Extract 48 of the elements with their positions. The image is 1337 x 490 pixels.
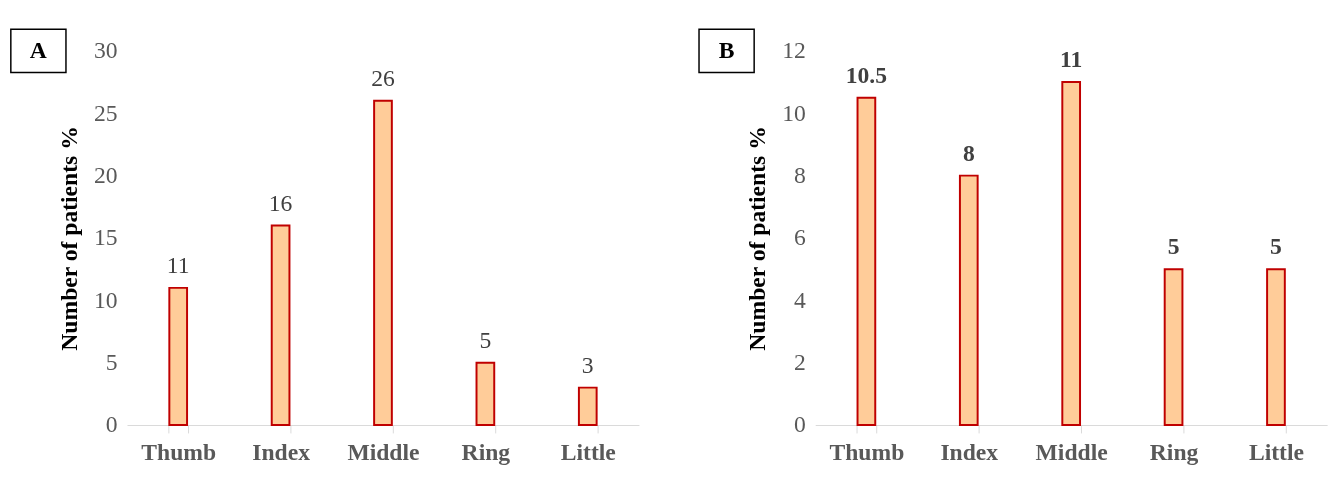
- x-tick-label: Middle: [1035, 438, 1108, 465]
- y-tick-label: 8: [794, 162, 806, 189]
- x-tick-label: Ring: [1149, 438, 1199, 465]
- y-tick-label: 0: [105, 411, 118, 438]
- data-label: 26: [371, 65, 395, 92]
- data-label: 5: [479, 326, 492, 353]
- data-label: 16: [268, 189, 293, 216]
- y-tick-label: 2: [794, 349, 806, 376]
- bar: [475, 361, 496, 427]
- data-label: 11: [166, 252, 190, 279]
- data-label: 5: [1270, 233, 1282, 260]
- data-label: 11: [1060, 46, 1083, 73]
- x-tick-label: Ring: [461, 438, 511, 465]
- bar: [168, 286, 189, 427]
- y-tick-label: 12: [782, 37, 806, 64]
- y-tick-label: 0: [794, 411, 806, 438]
- data-label: 5: [1167, 233, 1180, 260]
- y-axis-title: Number of patients %: [56, 126, 83, 351]
- chart-title: B: [718, 36, 735, 63]
- y-tick-label: 6: [794, 224, 807, 251]
- bar: [577, 386, 598, 427]
- x-tick-label: Thumb: [829, 438, 905, 465]
- bar: [373, 99, 393, 427]
- x-tick-label: Index: [252, 438, 311, 465]
- bar: [856, 96, 877, 427]
- y-axis-title: Number of patients %: [744, 126, 771, 351]
- y-tick-label: 10: [94, 286, 118, 313]
- x-tick-label: Index: [940, 438, 999, 465]
- y-tick-label: 4: [794, 286, 807, 313]
- data-label: 3: [581, 351, 594, 378]
- y-tick-label: 20: [94, 162, 118, 189]
- chart-title: A: [29, 36, 47, 63]
- x-tick-label: Middle: [347, 438, 420, 465]
- x-tick-label: Little: [1248, 438, 1304, 465]
- data-label: 8: [962, 139, 975, 166]
- y-tick-label: 10: [782, 99, 806, 126]
- y-tick-label: 30: [94, 37, 118, 64]
- bar: [1266, 268, 1286, 427]
- bar: [958, 174, 979, 427]
- y-tick-label: 15: [94, 224, 118, 251]
- x-tick-label: Thumb: [141, 438, 217, 465]
- y-tick-label: 5: [105, 349, 118, 376]
- data-label: 10.5: [845, 61, 888, 88]
- bar: [1061, 81, 1082, 427]
- y-tick-label: 25: [94, 99, 118, 126]
- bar: [270, 224, 291, 427]
- bar: [1163, 268, 1184, 427]
- x-tick-label: Little: [560, 438, 616, 465]
